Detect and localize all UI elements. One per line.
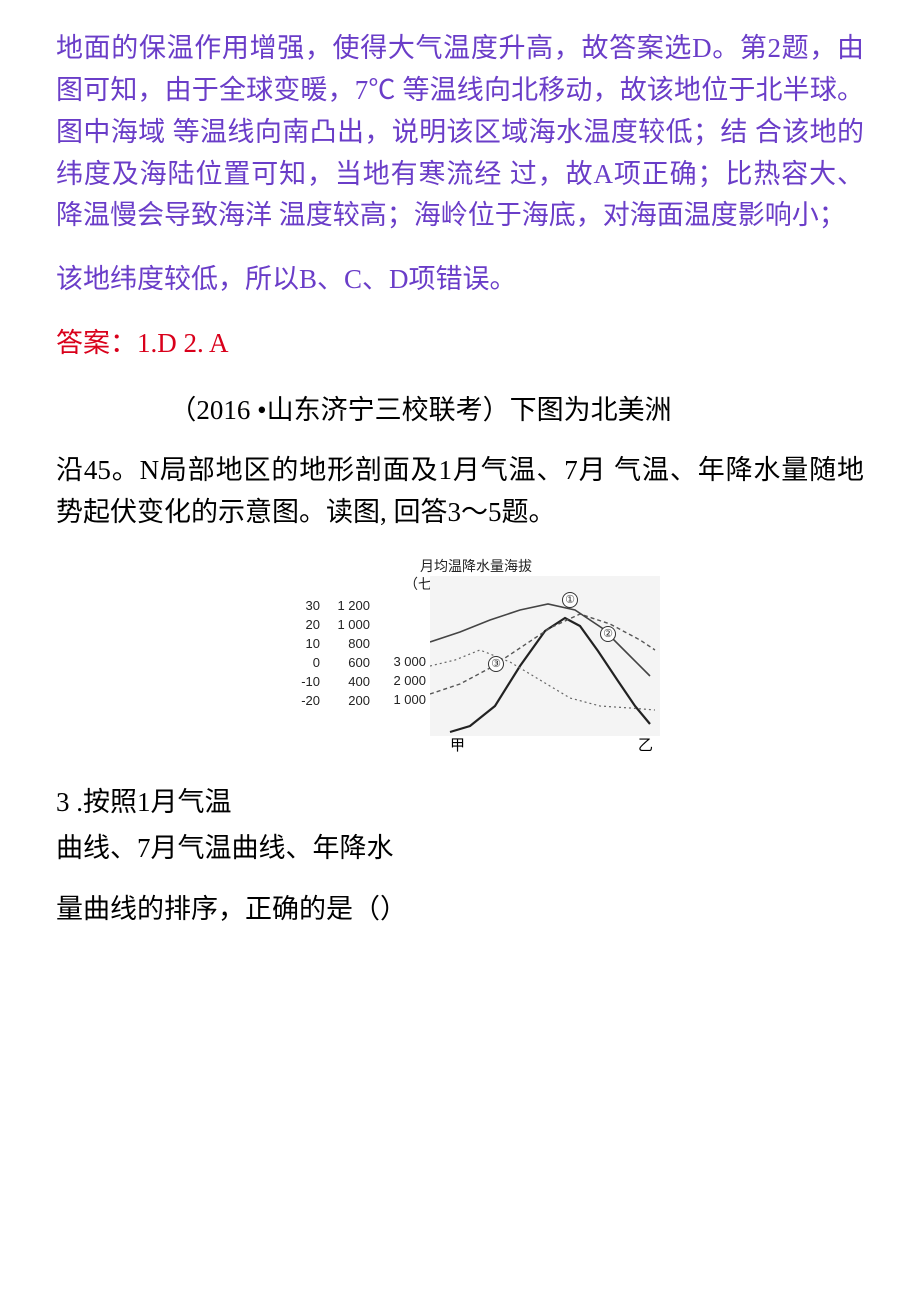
marker-2: ② bbox=[600, 626, 616, 642]
precip-axis-labels: 1 200 1 000 800 600 400 200 bbox=[324, 596, 370, 710]
q3-line3: 量曲线的排序，正确的是（） bbox=[56, 889, 864, 931]
answer-line: 答案：1.D 2. A bbox=[56, 323, 864, 364]
question-context: 沿45。N局部地区的地形剖面及1月气温、7月 气温、年降水量随地势起伏变化的示意… bbox=[56, 450, 864, 534]
q3-line2: 曲线、7月气温曲线、年降水 bbox=[56, 828, 864, 870]
explanation-paragraph-1: 地面的保温作用增强，使得大气温度升高，故答案选D。第2题，由图可知，由于全球变暖… bbox=[56, 28, 864, 237]
temp-axis-labels: 30 20 10 0 -10 -20 bbox=[260, 596, 320, 710]
explanation-paragraph-2: 该地纬度较低，所以B、C、D项错误。 bbox=[56, 259, 864, 301]
chart-plot bbox=[430, 576, 660, 736]
label-jia: 甲 bbox=[450, 734, 465, 755]
answer-value: 1.D 2. A bbox=[137, 328, 229, 358]
chart-title: 月均温降水量海拔 bbox=[420, 556, 532, 576]
figure-container: 月均温降水量海拔 （七）（mm）（m） 30 20 10 0 -10 -20 1… bbox=[56, 556, 864, 756]
elev-axis-labels: 3 000 2 000 1 000 bbox=[380, 652, 426, 709]
q3-line1: 3 .按照1月气温 bbox=[56, 782, 864, 824]
marker-3: ③ bbox=[488, 656, 504, 672]
answer-label: 答案： bbox=[56, 328, 137, 358]
marker-1: ① bbox=[562, 592, 578, 608]
label-yi: 乙 bbox=[638, 734, 653, 755]
profile-chart: 月均温降水量海拔 （七）（mm）（m） 30 20 10 0 -10 -20 1… bbox=[260, 556, 660, 756]
question-source: （2016 •山东济宁三校联考）下图为北美洲 bbox=[56, 390, 864, 431]
